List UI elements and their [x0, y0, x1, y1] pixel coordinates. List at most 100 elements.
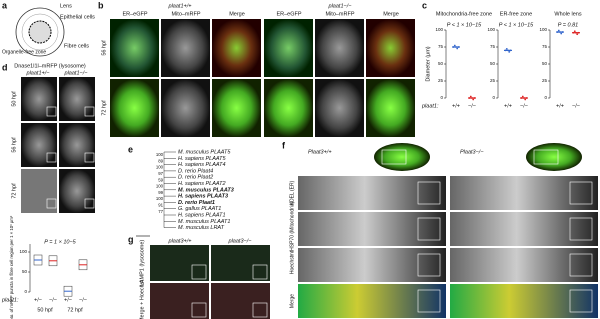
genotype-label: −/− [49, 297, 57, 303]
axis-title: Diameter (μm) [425, 46, 431, 81]
y-tick-label: 25 [438, 78, 444, 83]
point [457, 46, 460, 48]
row-label: 72 hpf [11, 183, 17, 199]
micrograph [150, 245, 209, 281]
y-tick-label: 75 [542, 44, 548, 49]
point [509, 49, 512, 52]
point [473, 97, 476, 99]
genotype-label: −/− [572, 103, 580, 109]
point [504, 49, 507, 52]
y-tick-label: 0 [544, 95, 547, 100]
p-value: P = 0.81 [558, 22, 578, 28]
inset-box [417, 289, 441, 313]
micrograph [315, 79, 364, 137]
bootstrap-value: 91 [158, 203, 163, 208]
point [469, 95, 472, 98]
label: Lens [60, 3, 72, 9]
inset-box [84, 152, 95, 163]
micrograph [59, 169, 95, 213]
genotype-label: +/− [34, 297, 42, 303]
genotype-label: plaat1+/+ [168, 3, 193, 9]
label: Epithelial cells [60, 14, 95, 20]
micrograph [211, 245, 270, 281]
inset-box [46, 152, 57, 163]
micrograph [366, 79, 415, 137]
panel-label: d [2, 62, 8, 72]
bootstrap-value: 100 [156, 196, 164, 201]
zoom-box [381, 149, 407, 165]
leaf-label: D. rerio Plaat2 [178, 175, 213, 181]
genotype-label: plaat1+/− [26, 70, 51, 76]
panel-label: b [98, 0, 104, 10]
channel-label: ER–eGFP [122, 11, 147, 17]
micrograph [450, 248, 598, 282]
inset-box [569, 181, 593, 205]
organelle-free-zone [28, 20, 52, 44]
leaf-label: M. musculus PLAAT1 [178, 219, 230, 225]
y-tick-label: 0 [24, 289, 27, 294]
channel-label: Mito–mRFP [325, 11, 354, 17]
point [521, 95, 524, 98]
y-tick-label: 0 [492, 95, 495, 100]
point [455, 46, 457, 48]
micrograph [366, 19, 415, 77]
micrograph [211, 283, 270, 319]
inset-box [569, 289, 593, 313]
point [556, 31, 559, 33]
genotype-label: plaat1−/− [328, 3, 353, 9]
bootstrap-value: 77 [158, 209, 163, 214]
y-tick-label: 50 [438, 61, 444, 66]
micrograph [315, 19, 364, 77]
point [523, 97, 525, 99]
leaf-label: M. musculus PLAAT3 [178, 187, 234, 193]
point [505, 48, 508, 50]
genotype-label: plaat3+/+ [168, 238, 193, 244]
y-tick-label: 100 [435, 27, 443, 32]
row-label: mtHSP70 (Mitochondria) [289, 201, 295, 256]
leaf-label: M. musculus PLAAT5 [178, 149, 231, 155]
point [560, 32, 563, 35]
genotype-label: −/− [79, 297, 87, 303]
genotype-label: Plaat3+/+ [308, 149, 332, 155]
y-tick-label: 50 [490, 61, 496, 66]
point [572, 31, 575, 34]
fibre-rings [21, 13, 59, 51]
row-label: Merge [289, 294, 295, 308]
label: 72 hpf [67, 307, 83, 313]
p-value: P < 1 × 10−15 [499, 22, 534, 28]
channel-label: Mito–mRFP [171, 11, 200, 17]
y-tick-label: 75 [490, 44, 496, 49]
micrograph [212, 79, 261, 137]
leaf-label: H. sapiens PLAAT2 [178, 181, 226, 187]
group-title: Mitochondria-free zone [436, 11, 492, 17]
bootstrap-value: 100 [156, 152, 164, 157]
panel-label: c [422, 0, 427, 10]
y-tick-label: 0 [440, 95, 443, 100]
channel-label: Merge [383, 11, 399, 17]
row-label: 50 hpf [11, 91, 17, 107]
row-label: KDEL (ER) [289, 180, 295, 205]
lens-thumbnail [374, 143, 430, 171]
row-label: 56 hpf [11, 137, 17, 153]
micrograph [298, 212, 446, 246]
panel-label: e [128, 144, 133, 154]
point [557, 29, 560, 32]
micrograph [298, 284, 446, 318]
micrograph [59, 123, 95, 167]
leaf-label: H. sapiens PLAAT4 [178, 162, 226, 168]
inset-box [46, 106, 57, 117]
p-value: P = 1 × 10−5 [44, 239, 76, 245]
axis-title: No. of mRFP puncta in fibre cell region … [9, 215, 14, 319]
channel-label: ER–eGFP [276, 11, 301, 17]
point [561, 31, 564, 33]
leaf-label: H. sapiens PLAAT1 [178, 212, 226, 218]
inset-box [252, 302, 268, 318]
bootstrap-value: 59 [158, 177, 163, 182]
inset-box [417, 217, 441, 241]
panel-label: a [2, 0, 8, 10]
label: Fibre cells [64, 43, 89, 49]
y-tick-label: 100 [19, 249, 27, 254]
micrograph [59, 77, 95, 121]
row-label: Hoechst [289, 255, 295, 274]
